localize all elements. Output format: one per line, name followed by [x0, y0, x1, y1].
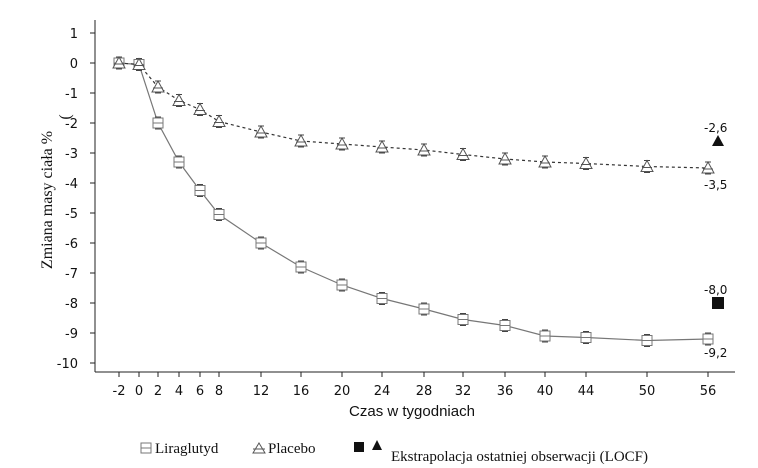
data-point-placebo: [132, 57, 146, 70]
x-tick-label: 56: [700, 384, 717, 399]
y-tick-label: -5: [65, 207, 78, 222]
legend-placebo-marker: [252, 442, 266, 454]
y-tick-label: 0: [70, 57, 78, 72]
locf-liraglutyd-marker: [712, 297, 724, 309]
y-tick-label: -7: [65, 267, 78, 282]
x-tick-label: 40: [537, 384, 554, 399]
x-tick-label: 8: [215, 384, 223, 399]
data-point-placebo: [112, 55, 126, 69]
y-tick-label: -4: [65, 177, 78, 192]
x-tick-label: 24: [374, 384, 391, 399]
y-tick-label: -6: [65, 237, 78, 252]
data-point-placebo: [538, 154, 552, 168]
legend-locf-triangle-marker: [372, 440, 382, 450]
y-axis-label: Zmiana masy ciała %: [39, 131, 56, 269]
axes: [94, 20, 735, 373]
y-tick-label: -3: [65, 147, 78, 162]
y-tick-label: -10: [57, 357, 78, 372]
series-line-placebo: [118, 62, 709, 169]
x-tick-label: 20: [334, 384, 351, 399]
x-tick-label: 4: [175, 384, 183, 399]
data-point-placebo: [294, 133, 308, 147]
x-tick-label: 50: [639, 384, 656, 399]
legend-locf-label: Ekstrapolacja ostatniej obserwacji (LOCF…: [391, 449, 648, 465]
locf-placebo-marker: [712, 135, 724, 146]
y-tick-label: 1: [70, 27, 78, 42]
y-tick-label: -9: [65, 327, 78, 342]
legend: Liraglutyd Placebo Ekstrapolacja ostatni…: [140, 440, 648, 465]
y-tick-label: -1: [65, 87, 78, 102]
data-point-placebo: [193, 102, 207, 115]
y-tick-label: -2: [65, 117, 78, 132]
x-tick-label: 0: [135, 384, 143, 399]
y-tick-label: -8: [65, 297, 78, 312]
x-axis-label: Czas w tygodniach: [349, 403, 475, 420]
x-tick-label: 12: [253, 384, 270, 399]
legend-placebo-label: Placebo: [268, 441, 315, 457]
series-line-liraglutyd: [118, 62, 709, 342]
data-point-placebo: [640, 159, 654, 172]
x-tick-label: 28: [416, 384, 433, 399]
data-point-placebo: [151, 79, 165, 93]
x-tick-label: 16: [293, 384, 310, 399]
x-ticks: -2 0 2 4 6 8 12 16 20 24 28 32 36 40 44 50 56: [113, 372, 717, 399]
x-tick-label: -2: [113, 384, 126, 399]
data-point-placebo: [701, 160, 715, 174]
data-point-placebo: [417, 142, 431, 156]
legend-liraglutyd-label: Liraglutyd: [155, 441, 219, 457]
data-point-placebo: [498, 151, 512, 165]
annotation-liraglutyd-last: -9,2: [704, 346, 727, 360]
data-point-placebo: [579, 156, 593, 169]
series-layer: [112, 55, 715, 347]
legend-locf-square-marker: [354, 442, 364, 452]
data-point-placebo: [375, 139, 389, 153]
data-point-placebo: [212, 114, 226, 127]
locf-layer: [712, 135, 724, 309]
x-tick-label: 44: [578, 384, 595, 399]
x-tick-label: 6: [196, 384, 204, 399]
y-ticks: 1 0 -1 -2 -3 -4 -5 -6 -7 -8 -9 -10: [57, 27, 95, 372]
x-tick-label: 32: [455, 384, 472, 399]
data-point-placebo: [335, 136, 349, 150]
x-tick-label: 36: [497, 384, 514, 399]
annotation-liraglutyd-locf: -8,0: [704, 283, 727, 297]
legend-liraglutyd-marker: [140, 442, 152, 454]
y-axis-label-paren: (: [57, 114, 74, 119]
data-point-placebo: [254, 124, 268, 138]
data-point-placebo: [456, 147, 470, 160]
annotation-placebo-last: -3,5: [704, 178, 727, 192]
x-tick-label: 2: [154, 384, 162, 399]
data-point-placebo: [172, 93, 186, 106]
annotation-placebo-locf: -2,6: [704, 121, 727, 135]
